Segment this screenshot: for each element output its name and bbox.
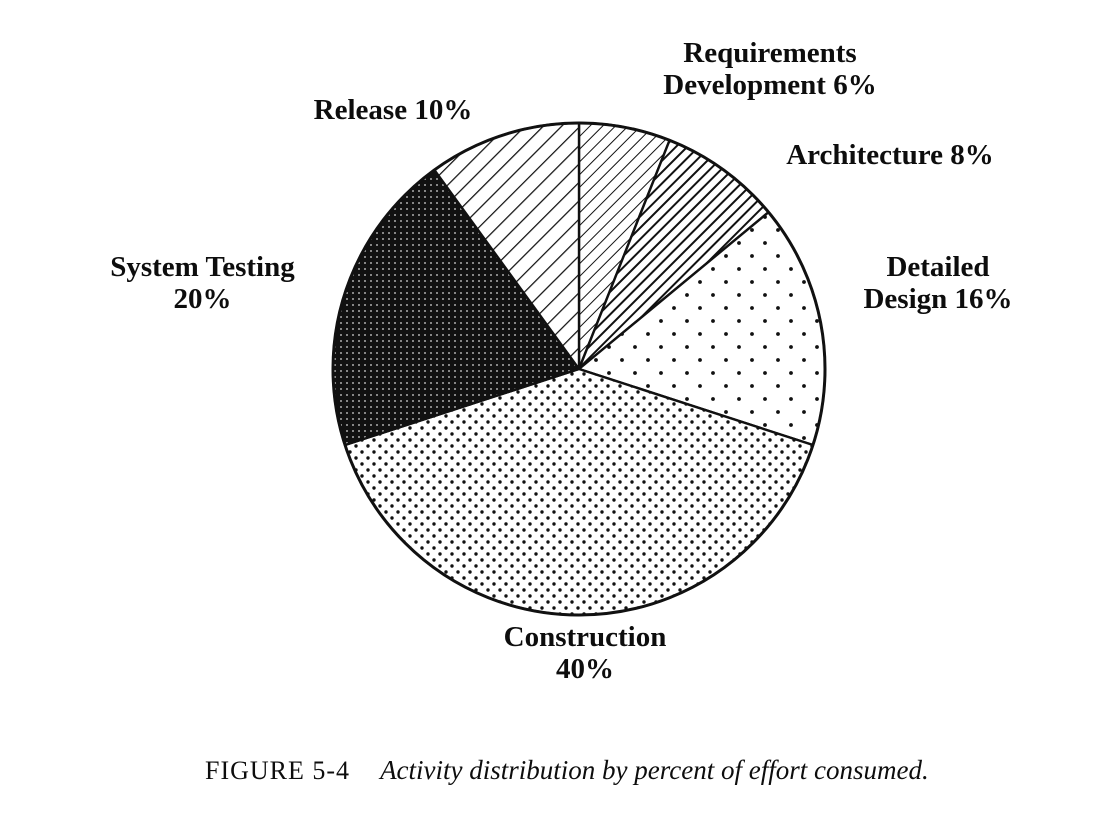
pie-outline	[331, 121, 827, 617]
figure-number: FIGURE 5-4	[205, 756, 351, 785]
slice-label-release: Release 10%	[313, 94, 473, 126]
slice-label-construction: Construction 40%	[503, 621, 667, 685]
pie-chart	[329, 119, 829, 619]
figure-caption: FIGURE 5-4 Activity distribution by perce…	[205, 755, 1025, 786]
pie-svg	[331, 121, 827, 617]
slice-label-detailed-design: Detailed Design 16%	[863, 251, 1013, 315]
figure-caption-text: Activity distribution by percent of effo…	[380, 755, 929, 785]
slice-label-requirements-development: Requirements Development 6%	[663, 37, 877, 101]
slice-label-architecture: Architecture 8%	[786, 139, 994, 171]
pie-slices	[331, 121, 827, 617]
slice-label-system-testing: System Testing 20%	[110, 251, 295, 315]
